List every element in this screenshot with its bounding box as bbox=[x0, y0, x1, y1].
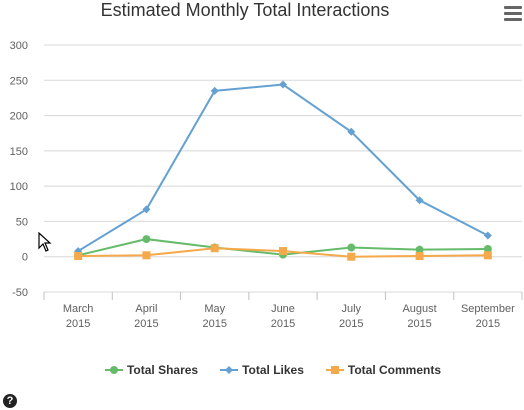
line-chart: -50 0 50 100 150 200 250 300 March 2015 April 2015… bbox=[10, 40, 523, 330]
x-tick-label: 2015 bbox=[134, 318, 158, 330]
data-point-total-shares[interactable] bbox=[415, 245, 424, 254]
legend-item-total-comments[interactable]: Total Comments bbox=[325, 363, 442, 377]
x-tick-label: September bbox=[461, 303, 515, 315]
x-tick-label: 2015 bbox=[476, 318, 500, 330]
data-point-total-comments[interactable] bbox=[210, 244, 219, 253]
chart-title: Estimated Monthly Total Interactions bbox=[100, 0, 390, 20]
data-point-total-shares[interactable] bbox=[142, 235, 151, 244]
legend-marker[interactable] bbox=[330, 366, 339, 374]
data-point-total-comments[interactable] bbox=[142, 251, 151, 260]
series-total-likes bbox=[74, 80, 492, 256]
legend-label: Total Likes bbox=[242, 363, 304, 377]
legend-symbol bbox=[325, 366, 344, 374]
x-tick-label: May bbox=[204, 303, 225, 315]
y-tick-label: 100 bbox=[10, 181, 28, 193]
data-point-total-comments[interactable] bbox=[279, 247, 287, 256]
data-point-total-shares[interactable] bbox=[347, 243, 356, 252]
y-tick-label: -50 bbox=[12, 287, 28, 299]
data-point-total-likes[interactable] bbox=[347, 127, 356, 136]
x-tick-label: March bbox=[63, 303, 94, 315]
y-tick-label: 150 bbox=[10, 146, 28, 158]
y-tick-label: 250 bbox=[10, 75, 28, 87]
x-tick-label: 2015 bbox=[339, 318, 363, 330]
y-tick-label: 200 bbox=[10, 111, 28, 123]
data-point-total-likes[interactable] bbox=[415, 196, 424, 205]
x-tick-label: June bbox=[271, 303, 295, 315]
legend-marker[interactable] bbox=[225, 366, 234, 374]
y-tick-label: 300 bbox=[10, 40, 28, 52]
y-tick-label: 0 bbox=[22, 252, 28, 264]
x-tick-label: 2015 bbox=[271, 318, 295, 330]
x-tick-label: April bbox=[135, 303, 157, 315]
legend-symbol bbox=[104, 366, 123, 374]
data-point-total-shares[interactable] bbox=[483, 244, 492, 253]
legend-marker[interactable] bbox=[109, 366, 118, 374]
series-line-total-likes bbox=[77, 83, 489, 252]
legend-label: Total Shares bbox=[126, 363, 199, 377]
data-point-total-likes[interactable] bbox=[483, 231, 492, 240]
y-tick-label: 50 bbox=[16, 216, 28, 228]
data-point-total-comments[interactable] bbox=[415, 252, 424, 261]
legend-item-total-shares[interactable]: Total Shares bbox=[104, 363, 199, 377]
data-point-total-likes[interactable] bbox=[142, 205, 151, 214]
help-icon[interactable]: ? bbox=[3, 394, 17, 408]
legend-item-total-likes[interactable]: Total Likes bbox=[220, 363, 304, 377]
x-tick-label: 2015 bbox=[202, 318, 226, 330]
x-tick-label: August bbox=[402, 303, 436, 315]
x-tick-label: July bbox=[342, 303, 362, 315]
legend: Total Shares Total Likes Total Comments bbox=[0, 363, 524, 377]
mouse-pointer-icon bbox=[38, 232, 52, 252]
legend-symbol bbox=[220, 366, 239, 374]
series-total-comments bbox=[74, 244, 492, 261]
data-point-total-comments[interactable] bbox=[347, 252, 356, 261]
legend-label: Total Comments bbox=[347, 363, 442, 377]
x-tick-label: 2015 bbox=[66, 318, 90, 330]
x-tick-label: 2015 bbox=[407, 318, 431, 330]
data-point-total-likes[interactable] bbox=[210, 86, 219, 95]
data-point-total-likes[interactable] bbox=[279, 80, 287, 89]
data-point-total-comments[interactable] bbox=[74, 252, 83, 261]
menu-icon[interactable] bbox=[504, 6, 522, 22]
data-point-total-comments[interactable] bbox=[483, 251, 492, 260]
